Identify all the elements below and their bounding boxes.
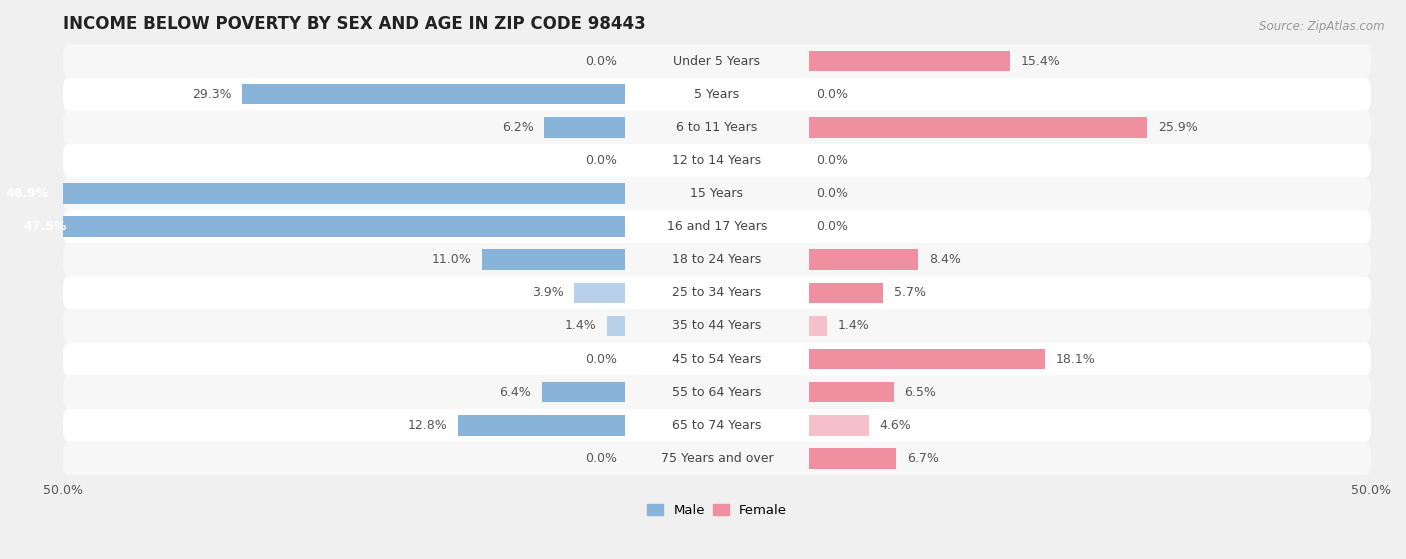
Text: 11.0%: 11.0% xyxy=(432,253,471,266)
Text: 3.9%: 3.9% xyxy=(533,286,564,299)
Text: 18 to 24 Years: 18 to 24 Years xyxy=(672,253,762,266)
Text: 0.0%: 0.0% xyxy=(817,154,848,167)
Text: 29.3%: 29.3% xyxy=(193,88,232,101)
Text: 6.2%: 6.2% xyxy=(502,121,534,134)
Text: 47.5%: 47.5% xyxy=(24,220,67,233)
Text: 48.9%: 48.9% xyxy=(6,187,49,200)
Text: 0.0%: 0.0% xyxy=(585,452,617,465)
Text: 0.0%: 0.0% xyxy=(817,220,848,233)
Bar xyxy=(242,84,626,105)
Text: 15.4%: 15.4% xyxy=(1021,55,1060,68)
Text: 12.8%: 12.8% xyxy=(408,419,447,432)
Text: 0.0%: 0.0% xyxy=(817,187,848,200)
Bar xyxy=(808,316,827,336)
Text: 0.0%: 0.0% xyxy=(585,154,617,167)
Bar xyxy=(541,382,626,402)
FancyBboxPatch shape xyxy=(63,276,1371,309)
Text: 45 to 54 Years: 45 to 54 Years xyxy=(672,353,762,366)
Bar xyxy=(458,415,626,435)
Text: 5.7%: 5.7% xyxy=(894,286,925,299)
Text: Under 5 Years: Under 5 Years xyxy=(673,55,761,68)
Bar xyxy=(808,415,869,435)
FancyBboxPatch shape xyxy=(63,45,1371,78)
Text: 1.4%: 1.4% xyxy=(838,319,869,333)
Text: 0.0%: 0.0% xyxy=(585,55,617,68)
Bar xyxy=(808,249,918,270)
FancyBboxPatch shape xyxy=(63,111,1371,144)
FancyBboxPatch shape xyxy=(63,343,1371,376)
Text: 16 and 17 Years: 16 and 17 Years xyxy=(666,220,768,233)
FancyBboxPatch shape xyxy=(63,210,1371,243)
Text: 25.9%: 25.9% xyxy=(1157,121,1198,134)
Bar xyxy=(575,283,626,303)
Bar xyxy=(808,51,1010,72)
Bar xyxy=(808,117,1147,138)
Text: 55 to 64 Years: 55 to 64 Years xyxy=(672,386,762,399)
Text: Source: ZipAtlas.com: Source: ZipAtlas.com xyxy=(1260,20,1385,32)
FancyBboxPatch shape xyxy=(63,243,1371,276)
Text: 15 Years: 15 Years xyxy=(690,187,744,200)
Text: 0.0%: 0.0% xyxy=(817,88,848,101)
Bar xyxy=(808,382,894,402)
Bar xyxy=(0,183,626,204)
FancyBboxPatch shape xyxy=(63,78,1371,111)
Text: 35 to 44 Years: 35 to 44 Years xyxy=(672,319,762,333)
FancyBboxPatch shape xyxy=(63,409,1371,442)
Text: 6 to 11 Years: 6 to 11 Years xyxy=(676,121,758,134)
Legend: Male, Female: Male, Female xyxy=(641,499,793,522)
Bar xyxy=(607,316,626,336)
Bar xyxy=(544,117,626,138)
Bar xyxy=(4,216,626,237)
Text: 8.4%: 8.4% xyxy=(929,253,960,266)
Bar xyxy=(481,249,626,270)
Text: 4.6%: 4.6% xyxy=(879,419,911,432)
FancyBboxPatch shape xyxy=(63,144,1371,177)
Text: 5 Years: 5 Years xyxy=(695,88,740,101)
Text: 6.5%: 6.5% xyxy=(904,386,936,399)
Bar xyxy=(808,349,1045,369)
FancyBboxPatch shape xyxy=(63,376,1371,409)
Text: 6.7%: 6.7% xyxy=(907,452,939,465)
Text: 65 to 74 Years: 65 to 74 Years xyxy=(672,419,762,432)
Text: 1.4%: 1.4% xyxy=(565,319,596,333)
FancyBboxPatch shape xyxy=(63,177,1371,210)
Text: 75 Years and over: 75 Years and over xyxy=(661,452,773,465)
Bar xyxy=(808,448,896,468)
Text: 0.0%: 0.0% xyxy=(585,353,617,366)
Text: INCOME BELOW POVERTY BY SEX AND AGE IN ZIP CODE 98443: INCOME BELOW POVERTY BY SEX AND AGE IN Z… xyxy=(63,15,645,33)
FancyBboxPatch shape xyxy=(63,442,1371,475)
Bar xyxy=(808,283,883,303)
Text: 25 to 34 Years: 25 to 34 Years xyxy=(672,286,762,299)
Text: 6.4%: 6.4% xyxy=(499,386,531,399)
FancyBboxPatch shape xyxy=(63,309,1371,343)
Text: 18.1%: 18.1% xyxy=(1056,353,1095,366)
Text: 12 to 14 Years: 12 to 14 Years xyxy=(672,154,762,167)
